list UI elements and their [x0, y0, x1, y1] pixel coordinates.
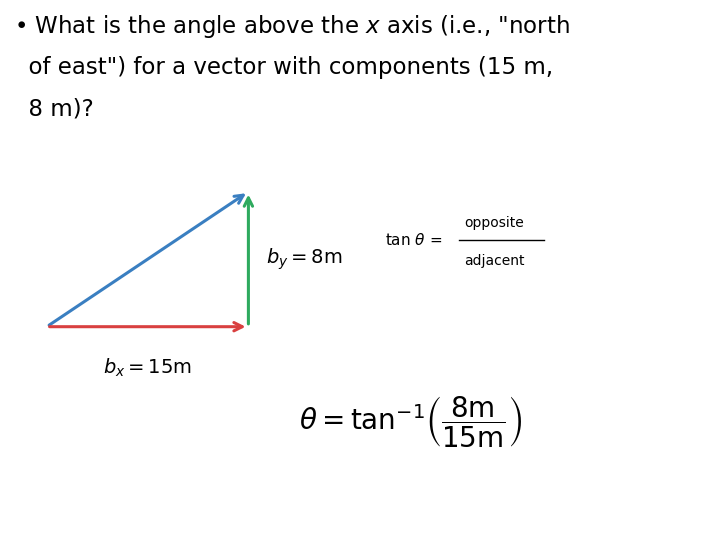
Text: $b_y = 8$m: $b_y = 8$m	[266, 246, 343, 272]
Text: opposite: opposite	[464, 215, 524, 230]
Text: adjacent: adjacent	[464, 254, 525, 268]
Text: of east") for a vector with components (15 m,: of east") for a vector with components (…	[14, 56, 554, 79]
Text: $b_x = 15$m: $b_x = 15$m	[103, 356, 192, 379]
Text: • What is the angle above the $x$ axis (i.e., "north: • What is the angle above the $x$ axis (…	[14, 14, 570, 40]
Text: tan $\theta$ =: tan $\theta$ =	[385, 232, 442, 248]
Text: 8 m)?: 8 m)?	[14, 98, 94, 121]
Text: $\theta = \tan^{-1}\!\left(\dfrac{8\mathrm{m}}{15\mathrm{m}}\right)$: $\theta = \tan^{-1}\!\left(\dfrac{8\math…	[299, 394, 522, 449]
